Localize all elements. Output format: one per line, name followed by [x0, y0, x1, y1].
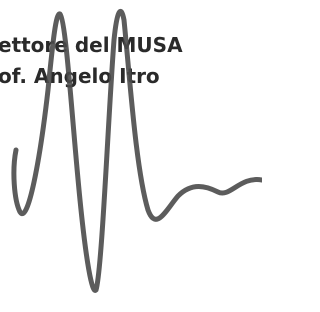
signature-image: ettore del MUSA of. Angelo Itro	[0, 0, 262, 312]
caption-line: ettore del MUSA	[0, 33, 183, 57]
page: {"lines": ["ettore del MUSA", "of. Angel…	[0, 0, 320, 312]
caption-line: of. Angelo Itro	[0, 64, 160, 88]
